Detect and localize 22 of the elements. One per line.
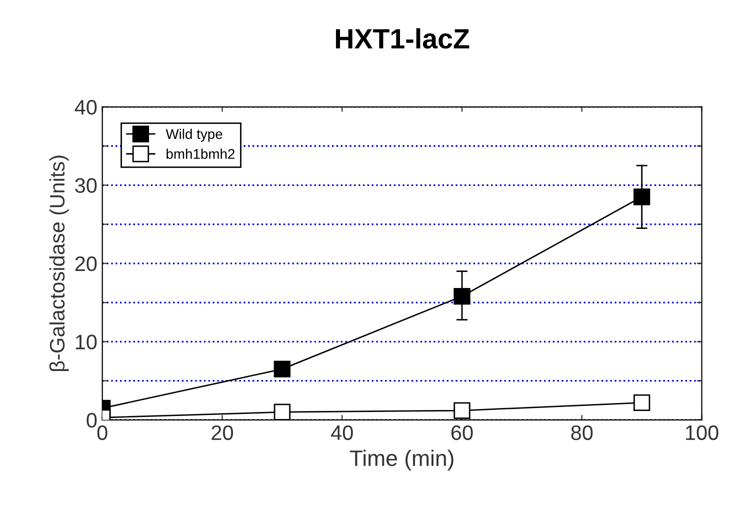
point: [633, 188, 650, 206]
point: [274, 404, 290, 420]
x-tick-label: 60: [451, 425, 473, 440]
chart-title: HXT1-lacZ: [336, 28, 470, 49]
point: [274, 360, 290, 378]
x-tick-label: 20: [212, 425, 233, 440]
x-tick-label: 100: [686, 425, 718, 440]
y-tick-label: 30: [75, 178, 97, 193]
y-tick-label: 40: [74, 100, 97, 115]
x-tick-label: 40: [331, 425, 353, 440]
point: [633, 394, 650, 412]
y-tick-label: 20: [75, 256, 97, 272]
y-tick-label: 10: [76, 334, 97, 350]
x-axis-title: Time (min): [350, 450, 454, 470]
point: [454, 402, 470, 419]
point: [454, 288, 470, 305]
legend-label: bmh1bmh2: [166, 148, 235, 159]
legend-label: Wild type: [166, 128, 222, 142]
y-axis-title: β-Galactosidase (Units): [49, 156, 69, 371]
x-tick-label: 80: [571, 425, 593, 440]
y-tick-label: 0: [86, 412, 97, 428]
x-tick-label: 0: [97, 425, 108, 440]
